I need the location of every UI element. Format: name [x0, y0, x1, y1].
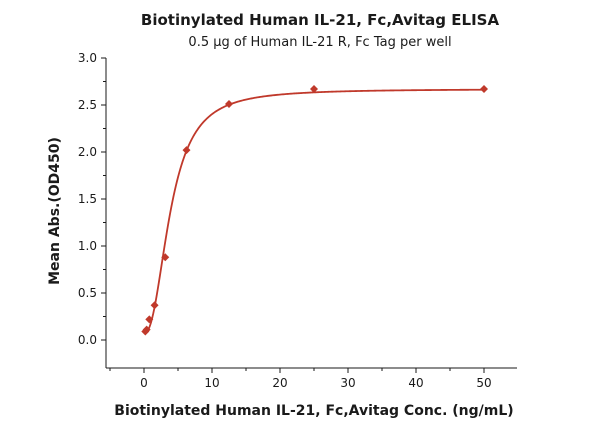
data-point	[145, 315, 154, 324]
data-point	[150, 301, 159, 310]
x-tick-label: 50	[476, 376, 491, 390]
x-axis-ticks: 0 10 20 30 40 50	[109, 368, 492, 390]
x-tick-label: 30	[340, 376, 355, 390]
y-tick-label: 2.5	[78, 98, 97, 112]
data-point	[182, 146, 191, 155]
y-axis-ticks: 0.0 0.5 1.0 1.5 2.0 2.5 3.0	[78, 51, 106, 347]
x-tick-label: 40	[408, 376, 423, 390]
data-point	[310, 85, 318, 94]
data-point	[480, 85, 488, 94]
fit-curve	[144, 88, 485, 334]
x-tick-label: 20	[272, 376, 287, 390]
y-tick-label: 3.0	[78, 51, 97, 65]
y-tick-label: 1.5	[78, 192, 97, 206]
data-point	[161, 253, 170, 262]
y-tick-label: 0.0	[78, 333, 97, 347]
y-tick-label: 0.5	[78, 286, 97, 300]
data-points	[141, 85, 488, 336]
y-tick-label: 2.0	[78, 145, 97, 159]
data-point	[142, 325, 151, 334]
x-axis-label: Biotinylated Human IL-21, Fc,Avitag Conc…	[114, 403, 513, 419]
y-axis-label: Mean Abs.(OD450)	[47, 137, 63, 285]
chart-subtitle: 0.5 μg of Human IL-21 R, Fc Tag per well	[188, 35, 451, 50]
chart-title: Biotinylated Human IL-21, Fc,Avitag ELIS…	[141, 11, 500, 29]
x-tick-label: 0	[140, 376, 148, 390]
x-tick-label: 10	[204, 376, 219, 390]
y-tick-label: 1.0	[78, 239, 97, 253]
data-point	[225, 100, 233, 109]
